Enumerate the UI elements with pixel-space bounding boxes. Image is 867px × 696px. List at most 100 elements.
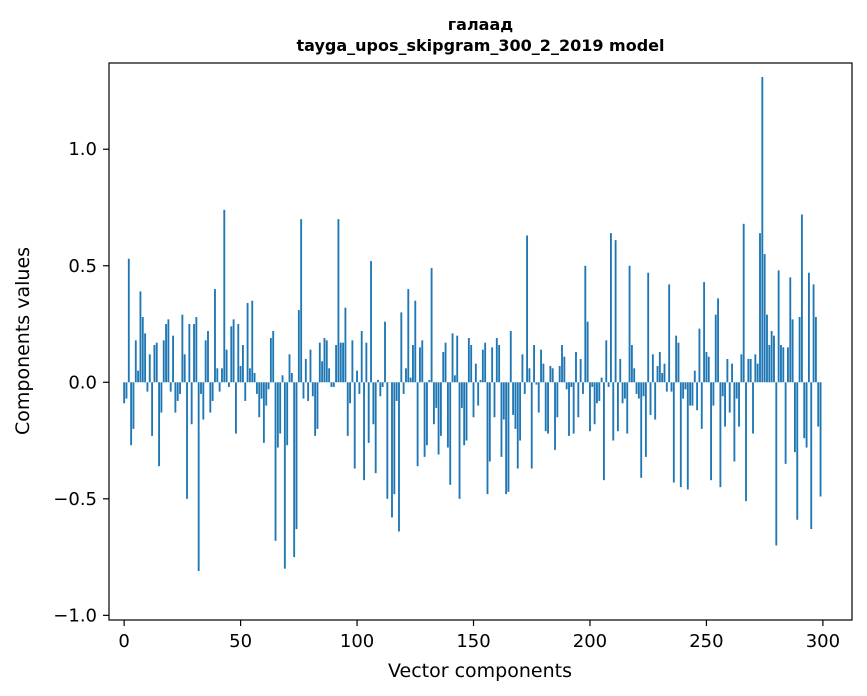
bar (349, 382, 351, 404)
bar (151, 382, 154, 436)
bar (134, 340, 137, 383)
bar (460, 382, 463, 408)
bar (470, 345, 473, 383)
bar (805, 382, 808, 448)
bar (458, 382, 461, 499)
bar (814, 317, 817, 383)
bar (295, 382, 298, 530)
bar (642, 382, 645, 397)
bar (495, 338, 498, 383)
bar (218, 382, 221, 392)
bar (698, 328, 701, 383)
bar (740, 354, 743, 383)
bar (158, 382, 161, 467)
bar (451, 333, 454, 383)
bar (402, 382, 405, 394)
y-tick-label: −0.5 (53, 489, 97, 510)
bar (437, 382, 440, 455)
bar (141, 317, 144, 383)
bar (428, 379, 431, 383)
x-tick-label: 0 (118, 631, 129, 652)
x-tick-label: 100 (340, 631, 374, 652)
bar (703, 282, 706, 383)
bar (374, 382, 377, 474)
bar (658, 351, 661, 383)
bar (558, 365, 561, 383)
bar (500, 382, 503, 457)
x-tick-label: 300 (806, 631, 840, 652)
bar (761, 76, 764, 383)
bar (607, 382, 610, 387)
bar (533, 345, 535, 383)
bar (628, 265, 631, 383)
bar (239, 365, 242, 383)
bar (276, 382, 279, 448)
bar (377, 379, 379, 383)
bar (204, 340, 207, 383)
bar (514, 382, 517, 429)
bar (563, 356, 566, 383)
bar (353, 382, 356, 469)
bar (651, 354, 654, 383)
bar (523, 382, 526, 394)
bar (575, 351, 577, 383)
bar (174, 382, 177, 413)
bar (481, 349, 484, 383)
bar (146, 382, 149, 392)
bar (689, 382, 692, 406)
bar (509, 331, 512, 383)
bar (367, 382, 370, 443)
x-axis-ticks: 0 50 100 150 200 250 300 (118, 620, 840, 652)
bar (554, 382, 556, 450)
bar (728, 382, 731, 413)
bar (311, 382, 314, 397)
bar (439, 382, 442, 436)
bar (290, 372, 293, 383)
bar (654, 382, 657, 420)
bar (330, 382, 333, 387)
bar (130, 382, 133, 446)
bar (381, 382, 384, 387)
bar (209, 382, 212, 413)
bar (766, 314, 768, 383)
bar (486, 382, 489, 495)
bar (570, 382, 573, 387)
bar (717, 298, 719, 383)
bar (365, 342, 368, 383)
bar (344, 307, 347, 383)
bar (409, 377, 412, 383)
bar (603, 382, 605, 481)
bar (731, 363, 733, 383)
bar (670, 382, 673, 392)
y-tick-label: 1.0 (68, 139, 97, 160)
bar (351, 340, 354, 383)
bar (190, 382, 193, 425)
bar (398, 382, 400, 532)
bar (521, 354, 524, 383)
bar (542, 363, 545, 383)
bar (777, 270, 780, 383)
bar (561, 345, 563, 383)
bar (526, 235, 529, 383)
bar (551, 368, 554, 383)
x-tick-label: 250 (689, 631, 723, 652)
bar (283, 382, 286, 569)
bar (696, 382, 699, 411)
bar (421, 340, 424, 383)
bar (172, 335, 174, 383)
bar (253, 372, 256, 383)
bar (332, 382, 335, 387)
bar (589, 382, 591, 432)
bar (193, 324, 195, 383)
bar (493, 382, 496, 418)
bar (258, 382, 261, 418)
bar (405, 368, 407, 383)
bar (535, 382, 538, 385)
bar (556, 382, 559, 418)
bar (360, 331, 363, 383)
bar (819, 382, 822, 497)
bar (246, 303, 249, 383)
bar (432, 382, 435, 425)
bar (768, 345, 771, 383)
bar (423, 382, 426, 457)
